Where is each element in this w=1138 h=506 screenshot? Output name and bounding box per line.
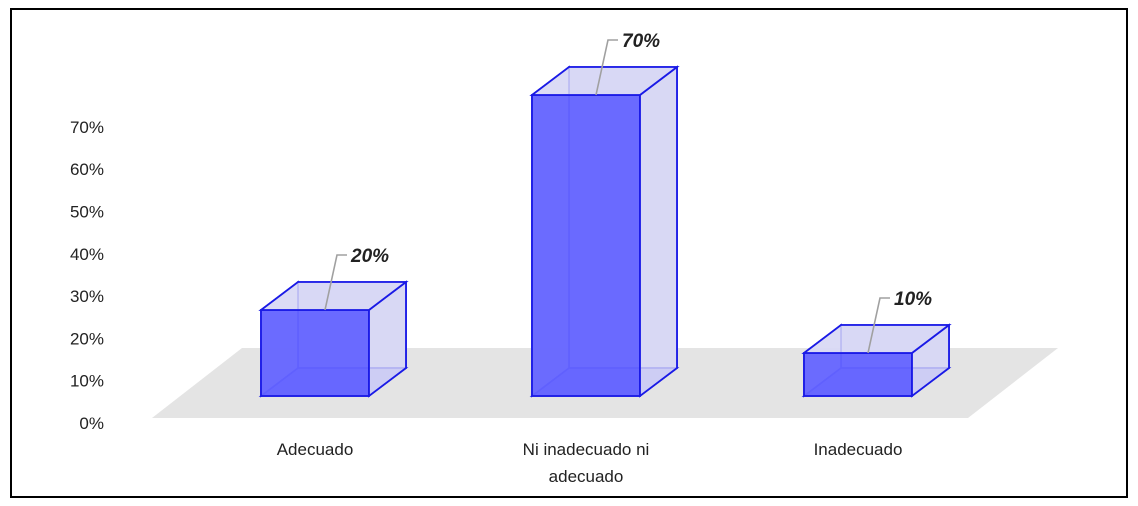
bar-top-face (801, 324, 952, 354)
bar-side-face (639, 65, 678, 398)
data-label-leader (867, 297, 890, 354)
y-tick-label: 20% (70, 329, 104, 348)
data-label: 70% (622, 31, 660, 52)
data-label: 10% (894, 289, 932, 310)
y-tick-label: 40% (70, 245, 104, 264)
bar (531, 94, 641, 397)
y-tick-label: 50% (70, 203, 104, 222)
y-tick-label: 30% (70, 287, 104, 306)
x-category-label: adecuado (549, 467, 624, 486)
x-category-label: Inadecuado (814, 440, 903, 459)
data-label: 20% (350, 246, 389, 267)
y-tick-label: 10% (70, 372, 104, 391)
bar-top-face (258, 281, 409, 311)
y-tick-label: 0% (79, 414, 104, 433)
y-tick-label: 60% (70, 160, 104, 179)
x-category-label: Adecuado (277, 440, 354, 459)
bar (260, 309, 370, 397)
y-tick-label: 70% (70, 118, 104, 137)
data-label-leader (595, 39, 618, 96)
bar-top-face (529, 66, 680, 96)
data-label-leader (324, 254, 347, 311)
bar (803, 352, 913, 397)
x-category-label: Ni inadecuado ni (523, 440, 650, 459)
